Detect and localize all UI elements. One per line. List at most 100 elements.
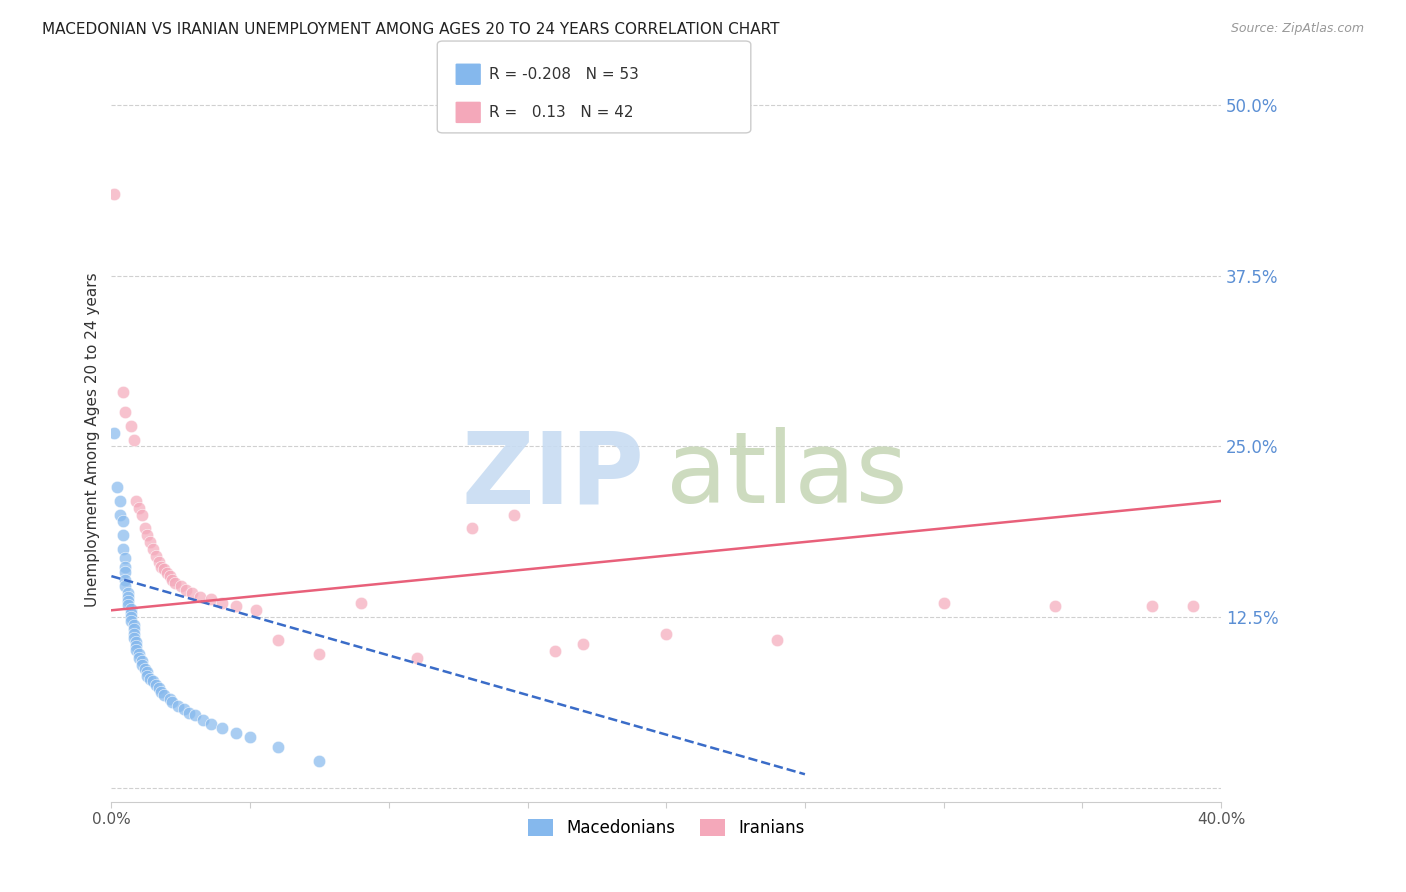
Point — [148, 556, 170, 570]
Point — [150, 559, 173, 574]
Point — [131, 508, 153, 522]
Point — [114, 573, 136, 587]
Point — [1043, 599, 1066, 614]
Point — [211, 597, 233, 611]
Point — [117, 593, 139, 607]
Point — [114, 559, 136, 574]
Point — [125, 639, 148, 653]
Point — [120, 614, 142, 628]
Point — [131, 654, 153, 668]
Point — [120, 418, 142, 433]
Point — [117, 585, 139, 599]
Point — [245, 603, 267, 617]
Point — [932, 597, 955, 611]
Text: atlas: atlas — [666, 427, 908, 524]
Text: R = -0.208   N = 53: R = -0.208 N = 53 — [489, 67, 640, 82]
Point — [142, 674, 165, 689]
Point — [1182, 599, 1205, 614]
Point — [108, 494, 131, 508]
Point — [128, 647, 150, 661]
Point — [572, 637, 595, 651]
Point — [114, 579, 136, 593]
Point — [148, 681, 170, 695]
Point — [180, 585, 202, 599]
Point — [139, 672, 162, 686]
Point — [176, 582, 198, 597]
Point — [120, 602, 142, 616]
Point — [122, 433, 145, 447]
Point — [162, 695, 184, 709]
Point — [170, 579, 193, 593]
Legend: Macedonians, Iranians: Macedonians, Iranians — [522, 813, 811, 844]
Point — [308, 754, 330, 768]
Point — [111, 541, 134, 556]
Point — [114, 551, 136, 566]
Point — [177, 706, 200, 720]
Point — [139, 535, 162, 549]
Point — [120, 610, 142, 624]
Point — [136, 669, 159, 683]
Text: ZIP: ZIP — [461, 427, 644, 524]
Point — [267, 633, 290, 648]
Point — [167, 698, 190, 713]
Point — [122, 626, 145, 640]
Point — [120, 606, 142, 620]
Point — [655, 626, 678, 640]
Point — [308, 647, 330, 661]
Point — [128, 500, 150, 515]
Point — [350, 597, 373, 611]
Point — [122, 623, 145, 637]
Point — [131, 657, 153, 672]
Text: R =   0.13   N = 42: R = 0.13 N = 42 — [489, 105, 634, 120]
Point — [153, 562, 176, 576]
Point — [103, 425, 125, 440]
Point — [225, 599, 247, 614]
Point — [150, 685, 173, 699]
Point — [405, 651, 427, 665]
Point — [162, 573, 184, 587]
Point — [156, 566, 179, 581]
Point — [108, 508, 131, 522]
Point — [136, 665, 159, 679]
Text: MACEDONIAN VS IRANIAN UNEMPLOYMENT AMONG AGES 20 TO 24 YEARS CORRELATION CHART: MACEDONIAN VS IRANIAN UNEMPLOYMENT AMONG… — [42, 22, 780, 37]
Point — [191, 713, 214, 727]
Point — [125, 494, 148, 508]
Point — [153, 688, 176, 702]
Point — [211, 721, 233, 735]
Point — [159, 569, 181, 583]
Y-axis label: Unemployment Among Ages 20 to 24 years: Unemployment Among Ages 20 to 24 years — [86, 272, 100, 607]
Point — [239, 731, 262, 745]
Point — [128, 651, 150, 665]
Point — [267, 739, 290, 754]
Point — [111, 528, 134, 542]
Point — [134, 521, 156, 535]
Point — [159, 692, 181, 706]
Point — [225, 726, 247, 740]
Point — [188, 590, 211, 604]
Point — [111, 515, 134, 529]
Point — [125, 643, 148, 657]
Point — [111, 384, 134, 399]
Point — [173, 701, 195, 715]
Point — [114, 565, 136, 579]
Point — [122, 631, 145, 645]
Point — [114, 405, 136, 419]
Point — [544, 644, 567, 658]
Point — [145, 549, 167, 563]
Point — [105, 480, 128, 494]
Point — [502, 508, 524, 522]
Text: Source: ZipAtlas.com: Source: ZipAtlas.com — [1230, 22, 1364, 36]
Point — [122, 618, 145, 632]
Point — [145, 678, 167, 692]
Point — [125, 634, 148, 648]
Point — [103, 186, 125, 201]
Point — [766, 633, 789, 648]
Point — [200, 592, 222, 607]
Point — [117, 590, 139, 604]
Point — [183, 708, 205, 723]
Point — [165, 576, 187, 591]
Point — [200, 716, 222, 731]
Point — [1140, 599, 1163, 614]
Point — [136, 528, 159, 542]
Point — [142, 541, 165, 556]
